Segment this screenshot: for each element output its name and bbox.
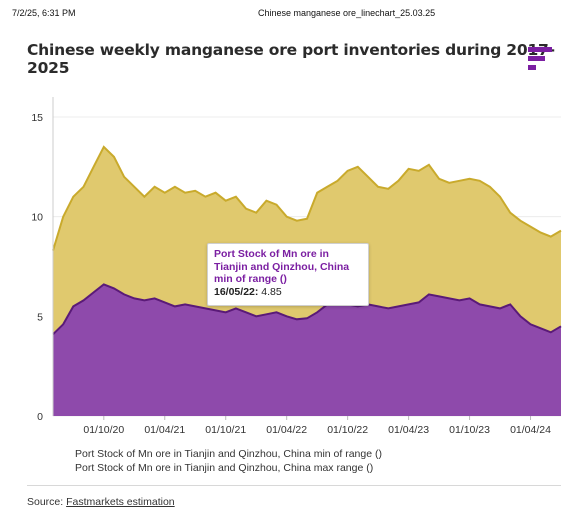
- x-tick-label: 01/04/23: [388, 424, 429, 436]
- x-tick-label: 01/10/21: [205, 424, 246, 436]
- x-tick-label: 01/10/20: [83, 424, 124, 436]
- area-chart: 0 5 10 15 01/10/20 01/04/21 01/10/21 01/04/22 01…: [31, 97, 562, 436]
- y-tick-label: 5: [37, 311, 43, 323]
- x-tick-label: 01/04/22: [266, 424, 307, 436]
- series-min-line[interactable]: [52, 283, 562, 336]
- series-max-line[interactable]: [52, 145, 562, 251]
- tooltip-series-name: Port Stock of Mn ore in Tianjin and Qinz…: [214, 248, 350, 285]
- legend-item-min[interactable]: Port Stock of Mn ore in Tianjin and Qinz…: [75, 448, 382, 460]
- chart-title: Chinese weekly manganese ore port invent…: [27, 41, 555, 77]
- y-tick-label: 10: [31, 212, 43, 224]
- chart-tooltip: Port Stock of Mn ore in Tianjin and Qinz…: [207, 243, 369, 306]
- chart-axes: 0 5 10 15 01/10/20 01/04/21 01/10/21 01/04/22 01…: [31, 97, 551, 436]
- x-tick-label: 01/10/22: [327, 424, 368, 436]
- tooltip-date: 16/05/22:: [214, 285, 259, 298]
- divider: [27, 485, 561, 486]
- y-tick-label: 0: [37, 411, 43, 423]
- source-note: Source: Fastmarkets estimation: [27, 496, 175, 508]
- x-tick-label: 01/10/23: [449, 424, 490, 436]
- x-tick-label: 01/04/24: [510, 424, 551, 436]
- browser-page-title: Chinese manganese ore_linechart_25.03.25: [258, 8, 436, 18]
- series-min-area: [53, 284, 561, 416]
- x-tick-label: 01/04/21: [144, 424, 185, 436]
- fastmarkets-logo-icon: [528, 47, 552, 70]
- legend-item-max[interactable]: Port Stock of Mn ore in Tianjin and Qinz…: [75, 462, 374, 474]
- y-tick-label: 15: [31, 112, 43, 124]
- source-link[interactable]: Fastmarkets estimation: [66, 496, 175, 508]
- browser-datetime: 7/2/25, 6:31 PM: [12, 8, 76, 18]
- tooltip-value: 4.85: [261, 285, 282, 298]
- source-label: Source:: [27, 496, 64, 508]
